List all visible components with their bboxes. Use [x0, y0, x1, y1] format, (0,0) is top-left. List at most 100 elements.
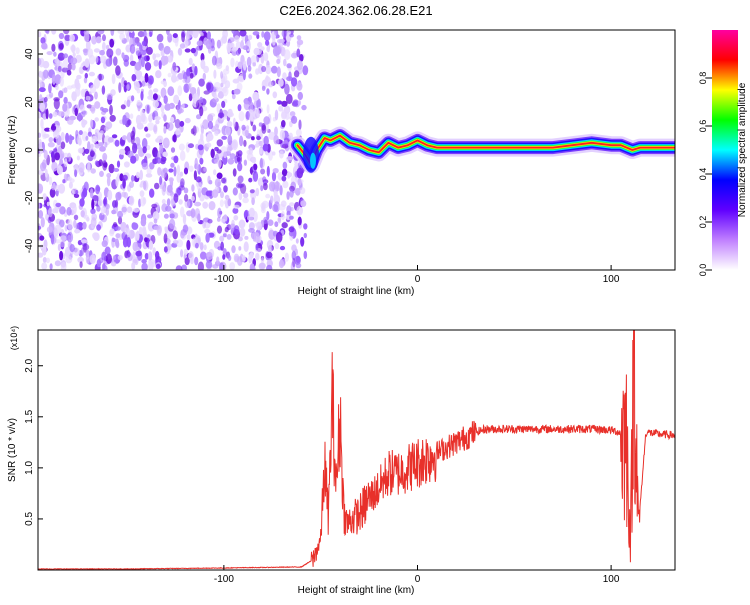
spectrogram-noise-blob: [38, 31, 42, 38]
spectrogram-noise-blob: [268, 181, 276, 192]
spectrogram-noise-blob: [237, 61, 243, 70]
spectrogram-noise-blob: [294, 187, 301, 196]
spectrogram-noise-blob: [260, 46, 265, 51]
x-tick-label: -100: [214, 574, 234, 585]
spectrogram-noise-blob: [238, 219, 246, 229]
spectrogram-noise-blob: [138, 226, 143, 235]
spectrogram-noise-blob: [188, 57, 193, 66]
spectrogram-noise-blob: [102, 34, 106, 42]
spectrogram-noise-blob: [53, 51, 57, 57]
spectrogram-noise-blob: [278, 203, 286, 211]
spectrogram-noise-blob: [40, 37, 46, 44]
spectrogram-noise-blob: [95, 186, 101, 192]
spectrogram-noise-blob: [175, 265, 183, 270]
spectrogram-noise-blob: [122, 236, 128, 248]
colorbar-tick-label: 0.0: [698, 264, 708, 277]
spectrogram-noise-blob: [58, 43, 64, 50]
spectrogram-noise-blob: [273, 201, 280, 213]
spectrogram-noise-blob: [90, 119, 94, 129]
spectrogram-noise-blob: [165, 205, 172, 212]
spectrogram-noise-blob: [261, 65, 267, 73]
spectrogram-x-ticks: -100 0 100: [214, 265, 620, 285]
spectrogram-noise-blob: [38, 87, 46, 93]
spectrogram-noise-blob: [232, 46, 238, 52]
spectrogram-noise-blob: [139, 44, 143, 52]
spectrogram-noise-blob: [131, 222, 139, 230]
y-tick-label: -20: [24, 190, 35, 205]
spectrogram-noise-blob: [129, 44, 136, 54]
spectrogram-noise-blob: [202, 201, 209, 209]
spectrogram-noise-blob: [111, 209, 116, 215]
spectrogram-noise-blob: [101, 251, 107, 261]
spectrogram-noise-blob: [41, 42, 48, 50]
spectrogram-noise-blob: [297, 216, 302, 226]
spectrogram-noise-blob: [142, 40, 147, 47]
spectrogram-noise-blob: [141, 56, 145, 68]
spectrogram-noise-blob: [217, 158, 222, 169]
spectrogram-noise-blob: [247, 65, 252, 72]
spectrogram-noise-blob: [40, 217, 45, 228]
spectrogram-noise-blob: [101, 85, 106, 95]
spectrogram-noise-blob: [43, 150, 48, 160]
spectrogram-noise-blob: [281, 168, 288, 177]
spectrogram-noise-blob: [233, 253, 240, 263]
spectrogram-noise-blob: [212, 97, 219, 103]
spectrogram-noise-blob: [50, 151, 55, 159]
spectrogram-noise-blob: [270, 195, 274, 204]
spectrogram-noise-blob: [79, 104, 85, 112]
spectrogram-noise-blob: [160, 87, 167, 98]
spectrogram-onset-core: [310, 152, 316, 169]
spectrogram-noise-blob: [191, 184, 195, 192]
spectrogram-noise-blob: [93, 48, 100, 53]
spectrogram-noise-blob: [168, 168, 174, 173]
spectrogram-noise-blob: [282, 180, 289, 189]
spectrogram-noise-blob: [96, 224, 101, 231]
spectrogram-noise-blob: [239, 227, 246, 237]
spectrogram-noise-blob: [99, 146, 106, 152]
spectrogram-noise-blob: [141, 162, 149, 170]
spectrogram-noise-blob: [105, 58, 112, 67]
spectrogram-noise-blob: [214, 81, 221, 90]
spectrogram-noise-blob: [188, 165, 194, 172]
spectrogram-noise-blob: [121, 135, 128, 141]
spectrogram-noise-blob: [284, 252, 289, 262]
spectrogram-noise-blob: [274, 221, 279, 228]
spectrogram-noise-blob: [200, 53, 205, 62]
spectrogram-noise-blob: [289, 215, 294, 220]
spectrogram-noise-blob: [256, 98, 261, 110]
spectrogram-noise-blob: [105, 44, 110, 50]
spectrogram-noise-blob: [179, 150, 186, 161]
spectrogram-noise-blob: [252, 31, 260, 36]
spectrogram-noise-blob: [97, 199, 103, 207]
spectrogram-noise-blob: [155, 70, 162, 79]
spectrogram-noise-blob: [86, 216, 90, 222]
spectrogram-noise-blob: [184, 48, 191, 53]
spectrogram-noise-blob: [156, 135, 164, 144]
spectrogram-noise-blob: [211, 55, 217, 66]
spectrogram-noise-blob: [146, 55, 150, 61]
spectrogram-noise-blob: [55, 239, 62, 244]
spectrogram-noise-blob: [263, 116, 271, 125]
spectrogram-noise-blob: [122, 114, 127, 125]
spectrogram-ridge-band: [296, 134, 675, 166]
spectrogram-noise-blob: [102, 41, 106, 51]
spectrogram-noise-blob: [303, 232, 307, 239]
spectrogram-noise-blob: [274, 242, 280, 250]
spectrogram-noise-blob: [172, 62, 177, 71]
spectrogram-noise-blob: [124, 227, 129, 235]
spectrogram-noise-blob: [117, 216, 123, 225]
spectrogram-noise-blob: [59, 250, 64, 261]
spectrogram-noise-blob: [216, 225, 223, 234]
spectrogram-noise-blob: [289, 189, 294, 198]
spectrogram-noise-blob: [147, 221, 155, 232]
colorbar-tick-label: 0.8: [698, 72, 708, 85]
spectrogram-noise-blob: [135, 250, 142, 257]
spectrogram-noise-blob: [177, 73, 184, 80]
spectrogram-noise-blob: [278, 105, 284, 112]
spectrogram-noise-blob: [145, 133, 151, 138]
spectrogram-noise-blob: [112, 200, 117, 208]
spectrogram-noise-blob: [266, 104, 270, 114]
spectrogram-noise-blob: [266, 251, 273, 259]
colorbar-tick-label: 0.4: [698, 168, 708, 181]
spectrogram-noise-blob: [193, 170, 197, 181]
